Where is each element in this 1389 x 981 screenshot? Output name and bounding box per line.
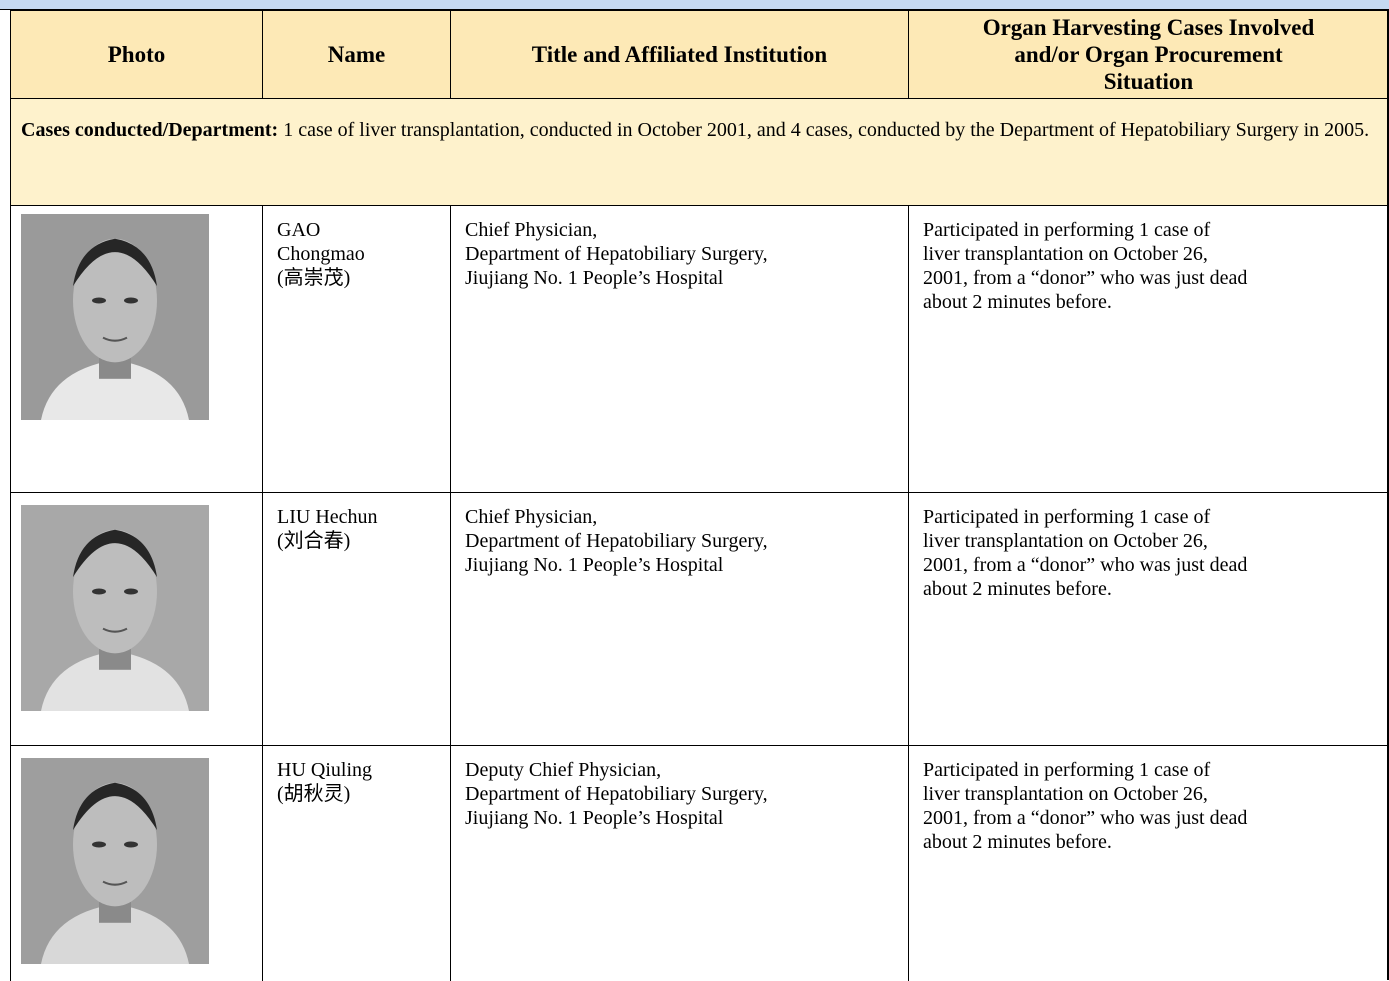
- section-text: 1 case of liver transplantation, conduct…: [283, 119, 1370, 141]
- name-cell: HU Qiuling (胡秋灵): [262, 745, 450, 981]
- header-cell: Photo: [10, 10, 262, 98]
- situation-text: 2001, from a “donor” who was just dead: [923, 807, 1248, 829]
- name-text: (高崇茂): [277, 267, 351, 289]
- name-cell: LIU Hechun (刘合春): [262, 492, 450, 745]
- title-text: Department of Hepatobiliary Surgery,: [465, 530, 768, 552]
- header-cell: Name: [262, 10, 450, 98]
- name-text: (胡秋灵): [277, 783, 351, 805]
- situation-text: liver transplantation on October 26,: [923, 783, 1208, 805]
- header-text: Photo: [107, 42, 166, 67]
- title-cell: Chief Physician, Department of Hepatobili…: [450, 492, 908, 745]
- name-text: (刘合春): [277, 530, 351, 552]
- title-cell: Chief Physician, Department of Hepatobili…: [450, 205, 908, 492]
- header-cell: Organ Harvesting Cases Involved and/or Or…: [908, 10, 1388, 98]
- name-cell: GAO Chongmao (高崇茂): [262, 205, 450, 492]
- situation-text: liver transplantation on October 26,: [923, 243, 1208, 265]
- photo-cell: [10, 492, 262, 745]
- top-band: [0, 0, 1389, 10]
- header-text: and/or Organ Procurement: [1014, 42, 1283, 67]
- title-text: Jiujiang No. 1 People’s Hospital: [465, 807, 724, 829]
- situation-text: about 2 minutes before.: [923, 291, 1112, 313]
- situation-text: 2001, from a “donor” who was just dead: [923, 267, 1248, 289]
- title-text: Chief Physician,: [465, 506, 598, 528]
- photo: [21, 214, 209, 420]
- photo-cell: [10, 205, 262, 492]
- situation-text: about 2 minutes before.: [923, 831, 1112, 853]
- title-text: Chief Physician,: [465, 219, 598, 241]
- situation-text: liver transplantation on October 26,: [923, 530, 1208, 552]
- title-text: Department of Hepatobiliary Surgery,: [465, 243, 768, 265]
- situation-cell: Participated in performing 1 case of live…: [908, 205, 1388, 492]
- photo: [21, 505, 209, 711]
- header-text: Title and Affiliated Institution: [531, 42, 828, 67]
- photo: [21, 758, 209, 964]
- name-text: LIU Hechun: [277, 506, 378, 528]
- section-row: Cases conducted/Department: 1 case of li…: [10, 98, 1388, 205]
- title-text: Jiujiang No. 1 People’s Hospital: [465, 554, 724, 576]
- situation-text: about 2 minutes before.: [923, 578, 1112, 600]
- name-text: HU Qiuling: [277, 759, 372, 781]
- title-text: Department of Hepatobiliary Surgery,: [465, 783, 768, 805]
- situation-text: Participated in performing 1 case of: [923, 759, 1211, 781]
- header-text: Organ Harvesting Cases Involved: [982, 15, 1315, 40]
- title-text: Deputy Chief Physician,: [465, 759, 662, 781]
- header-text: Situation: [1103, 69, 1194, 94]
- title-cell: Deputy Chief Physician, Department of Hep…: [450, 745, 908, 981]
- situation-text: Participated in performing 1 case of: [923, 219, 1211, 241]
- title-text: Jiujiang No. 1 People’s Hospital: [465, 267, 724, 289]
- section-label: Cases conducted/Department:: [21, 119, 279, 141]
- situation-cell: Participated in performing 1 case of live…: [908, 492, 1388, 745]
- right-border: [1387, 10, 1389, 980]
- photo-cell: [10, 745, 262, 981]
- situation-cell: Participated in performing 1 case of live…: [908, 745, 1388, 981]
- situation-text: 2001, from a “donor” who was just dead: [923, 554, 1248, 576]
- situation-text: Participated in performing 1 case of: [923, 506, 1211, 528]
- name-text: Chongmao: [277, 243, 365, 265]
- name-text: GAO: [277, 219, 321, 241]
- header-cell: Title and Affiliated Institution: [450, 10, 908, 98]
- header-text: Name: [327, 42, 386, 67]
